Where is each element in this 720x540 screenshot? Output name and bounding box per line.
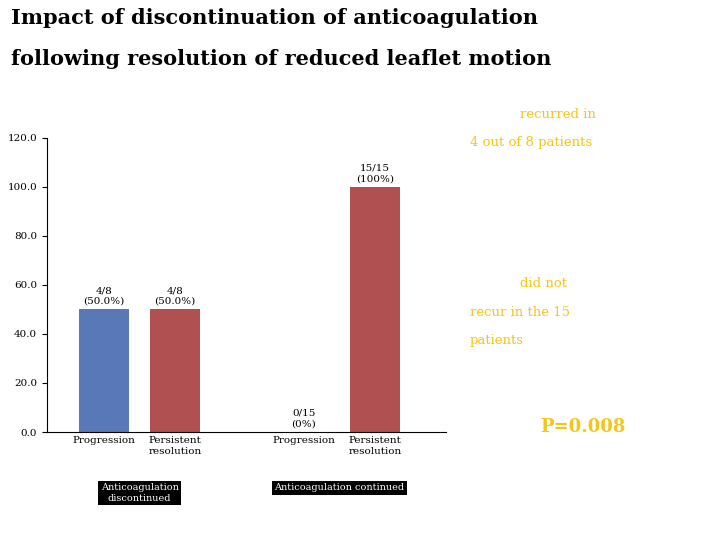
Text: anticoagulation was: anticoagulation was bbox=[470, 193, 604, 206]
Text: recur in the 15: recur in the 15 bbox=[470, 306, 570, 319]
Text: Anticoagulation
discontinued: Anticoagulation discontinued bbox=[101, 483, 179, 503]
Text: patients: patients bbox=[470, 334, 523, 347]
Text: who were: who were bbox=[523, 334, 593, 347]
Text: recurred in: recurred in bbox=[520, 109, 596, 122]
Text: Anticoagulation continued: Anticoagulation continued bbox=[274, 483, 405, 492]
Text: P=0.008: P=0.008 bbox=[541, 418, 626, 436]
Text: following resolution of reduced leaflet motion: following resolution of reduced leaflet … bbox=[11, 49, 552, 69]
Bar bbox=[150, 309, 200, 432]
Y-axis label: Prevalence of reduced leaflet motion: Prevalence of reduced leaflet motion bbox=[0, 188, 3, 382]
Text: • Reduced leaflet: • Reduced leaflet bbox=[470, 80, 587, 93]
Text: 4 out of 8 patients: 4 out of 8 patients bbox=[470, 137, 592, 150]
Bar bbox=[350, 187, 400, 432]
Text: motion: motion bbox=[470, 109, 520, 122]
Bar bbox=[79, 309, 129, 432]
Text: Impact of discontinuation of anticoagulation: Impact of discontinuation of anticoagula… bbox=[11, 8, 538, 28]
Text: 4/8
(50.0%): 4/8 (50.0%) bbox=[155, 286, 196, 306]
Text: continued on: continued on bbox=[470, 362, 557, 375]
Text: • Reduced leaflet: • Reduced leaflet bbox=[470, 249, 587, 262]
Text: motion: motion bbox=[470, 278, 520, 291]
Text: discontinued: discontinued bbox=[470, 221, 556, 234]
Text: did not: did not bbox=[520, 278, 567, 291]
Text: in whom: in whom bbox=[470, 165, 527, 178]
Text: anticoagulation: anticoagulation bbox=[470, 390, 574, 403]
Text: 4/8
(50.0%): 4/8 (50.0%) bbox=[84, 286, 125, 306]
Text: 0/15
(0%): 0/15 (0%) bbox=[292, 409, 316, 428]
Text: 15/15
(100%): 15/15 (100%) bbox=[356, 164, 394, 183]
